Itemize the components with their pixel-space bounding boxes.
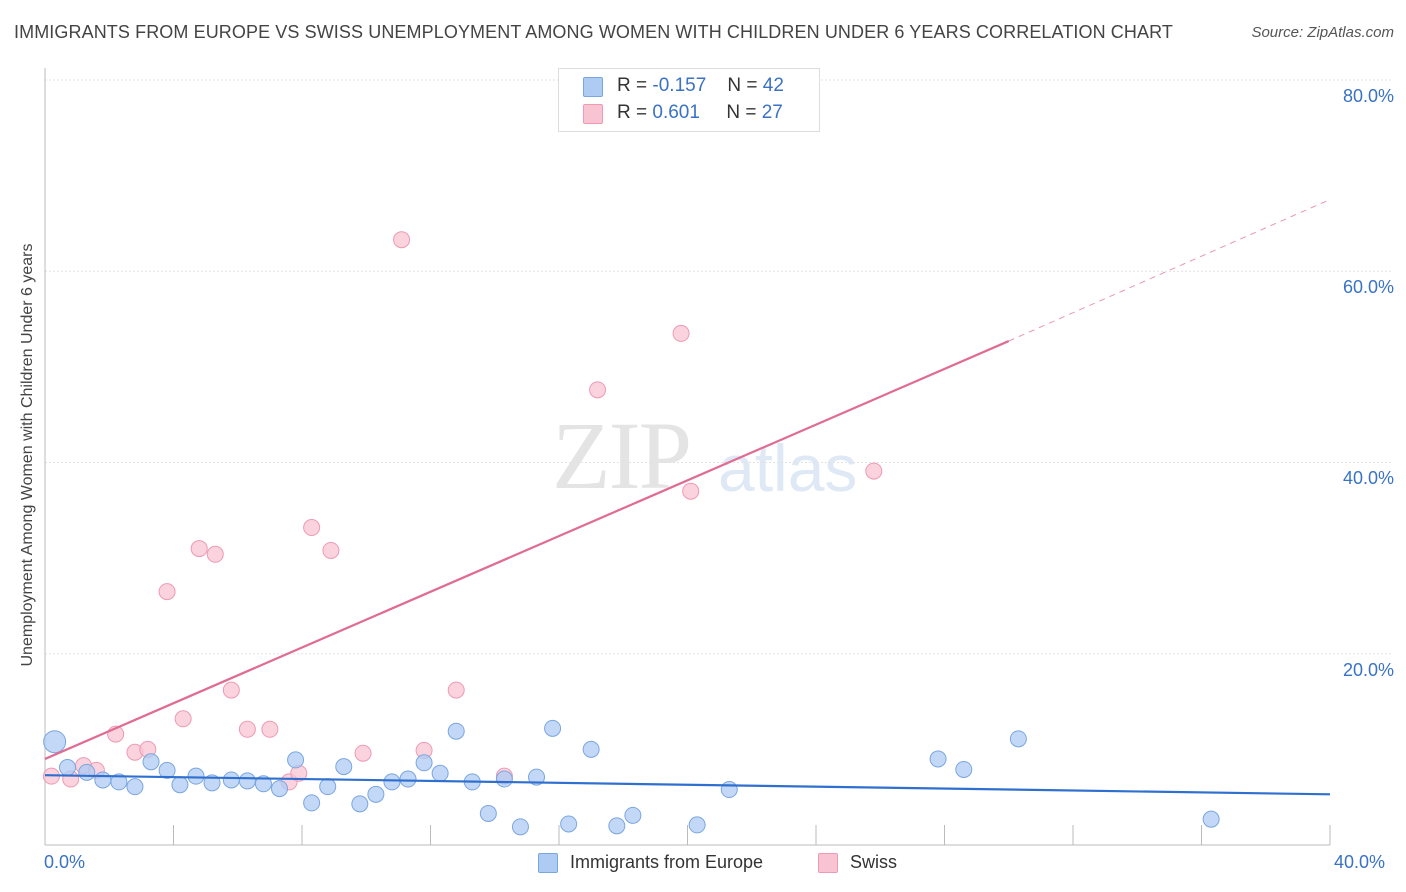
watermark-atlas: atlas [718,431,858,505]
pink-point [354,744,372,762]
blue-point [688,816,706,834]
watermark-zip: ZIP [552,402,692,509]
blue-point [720,781,738,799]
blue-point [560,815,578,833]
blue-point [624,806,642,824]
blue-point [383,773,401,791]
blue-point [142,753,160,771]
blue-point [58,759,76,777]
pink-point [206,545,224,563]
blue-point [528,768,546,786]
blue-point [254,775,272,793]
blue-point [335,758,353,776]
pink-point [447,681,465,699]
blue-point [399,770,417,788]
legend-r-label: R = [617,102,648,123]
legend-label-immigrants: Immigrants from Europe [570,852,764,872]
blue-point [929,750,947,768]
source-label: Source: ZipAtlas.com [1251,24,1394,41]
blue-point [303,794,321,812]
legend-swatch-blue [583,77,603,97]
pink-point [672,324,690,342]
pink-point [222,681,240,699]
blue-point [43,730,67,754]
blue-point [367,785,385,803]
y-tick-20: 20.0% [1342,660,1394,680]
blue-point [1202,810,1220,828]
pink-point [303,519,321,537]
legend-n-label: N = [727,75,758,96]
blue-point [158,761,176,779]
pink-point [261,720,279,738]
blue-point [415,754,433,772]
blue-point [955,760,973,778]
blue-point [582,740,600,758]
y-tick-80: 80.0% [1342,86,1394,106]
pink-point [190,540,208,558]
blue-point [479,804,497,822]
pink-point [865,462,883,480]
pink-trend-extension [1008,199,1331,342]
blue-point [238,772,256,790]
pink-point [682,482,700,500]
blue-point [287,751,305,769]
blue-point [271,780,289,798]
legend-swatch-pink [583,104,603,124]
pink-point [174,710,192,728]
blue-point [351,795,369,813]
pink-point [393,231,411,249]
blue-trend-line [44,774,1331,796]
blue-point [608,817,626,835]
blue-point [544,719,562,737]
blue-point [187,767,205,785]
pink-point [158,583,176,601]
legend-r-value: 0.601 [652,102,700,123]
legend-label-swiss: Swiss [850,852,898,872]
legend-r-label: R = [617,75,648,96]
blue-point [511,818,529,836]
blue-point [126,778,144,796]
blue-point [222,771,240,789]
pink-point [589,381,607,399]
legend: R = -0.157 N = 42 R = 0.601 N = 27 [558,68,820,132]
blue-point [171,776,189,794]
blue-point [495,770,513,788]
chart-title: IMMIGRANTS FROM EUROPE VS SWISS UNEMPLOY… [14,22,1173,42]
y-tick-40: 40.0% [1342,468,1394,488]
legend-n-value: 42 [762,75,784,96]
pink-trend-line [44,340,1010,760]
x-tick-0: 0.0% [44,852,86,872]
pink-point [238,720,256,738]
x-tick-40: 40.0% [1334,852,1386,872]
blue-point [431,764,449,782]
blue-point [78,763,96,781]
legend-n-label: N = [726,102,757,123]
pink-point [322,541,340,559]
legend-r-value: -0.157 [652,75,707,96]
legend-n-value: 27 [761,102,783,123]
blue-point [203,774,221,792]
blue-point [1009,730,1027,748]
blue-point [447,722,465,740]
blue-point [319,778,337,796]
legend-swatch-blue [538,853,558,873]
blue-point [94,771,112,789]
y-tick-60: 60.0% [1342,277,1394,297]
legend-swatch-pink [818,853,838,873]
blue-point [110,773,128,791]
